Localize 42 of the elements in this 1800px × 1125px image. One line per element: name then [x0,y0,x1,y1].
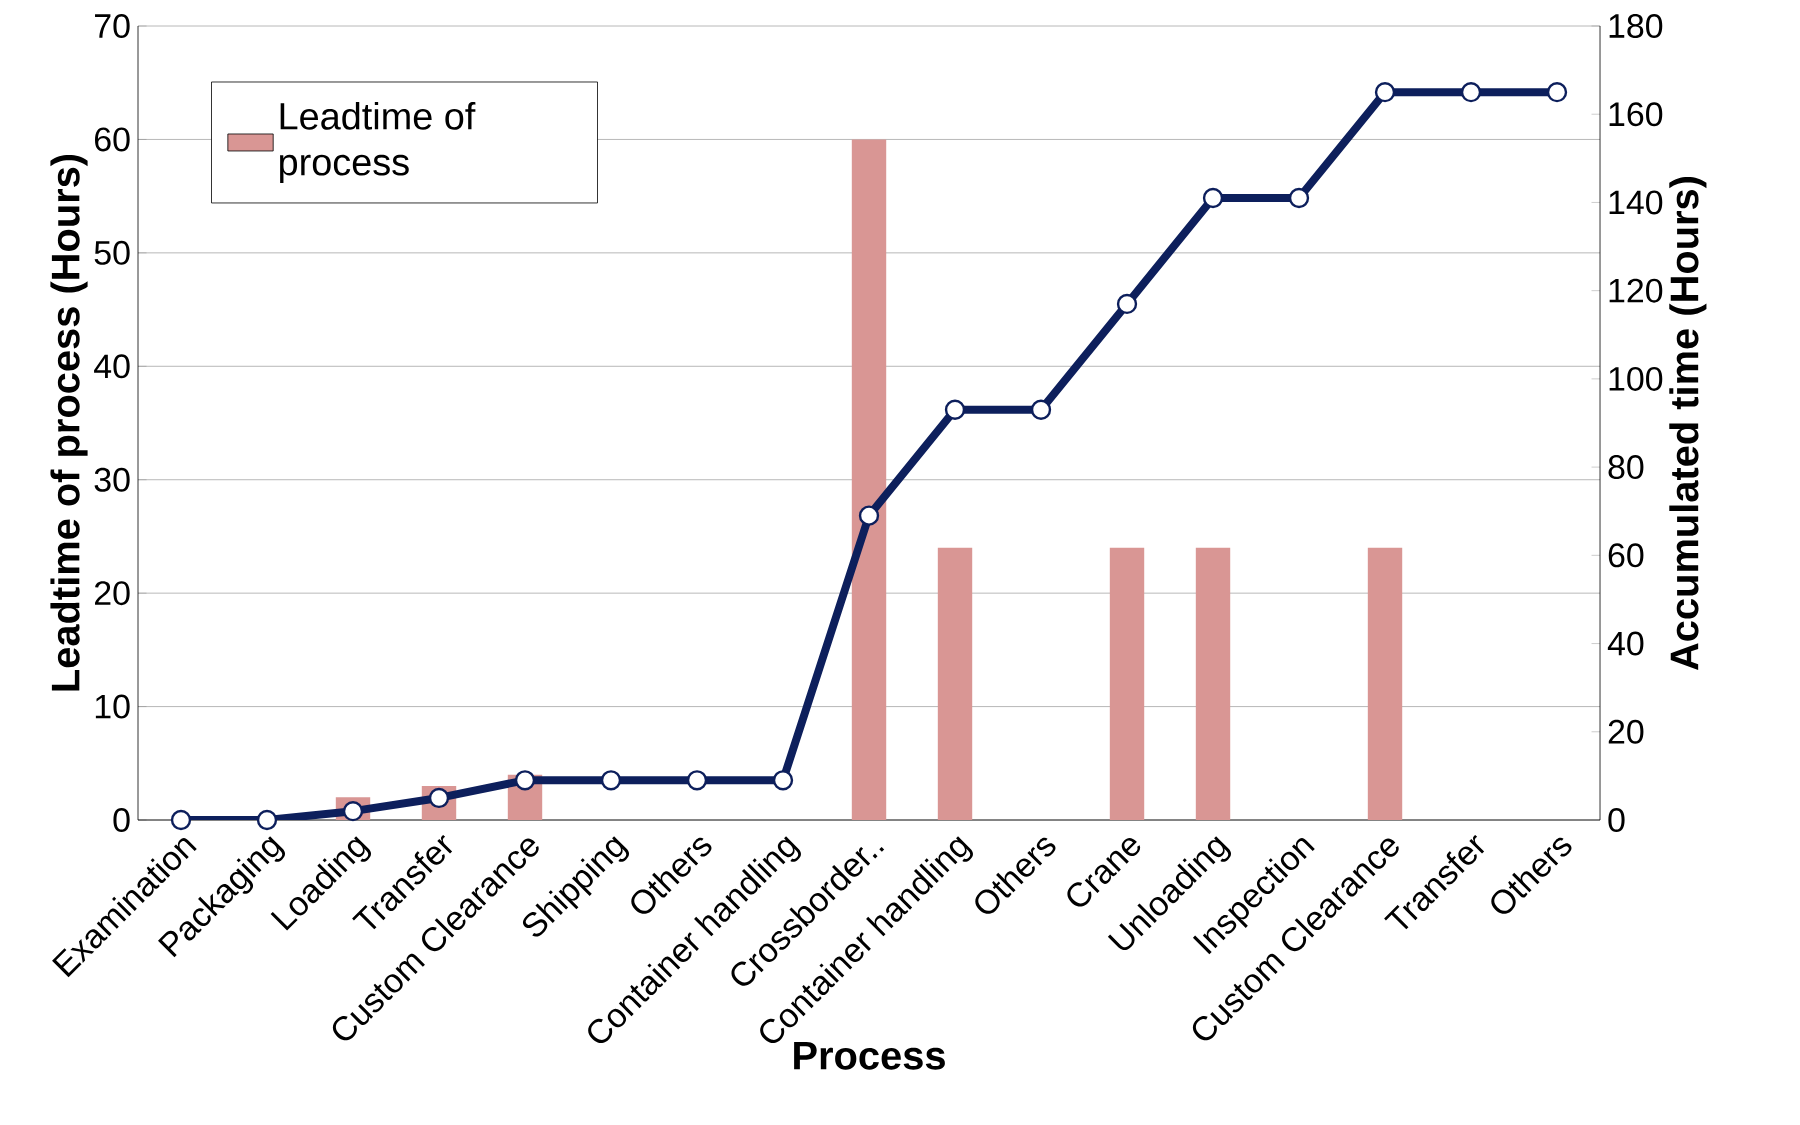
point [1546,82,1568,103]
bar [1109,547,1145,821]
y-tick-label: 20 [95,581,130,606]
point [1288,187,1310,209]
y2-tick-label: 40 [1607,631,1644,656]
point [170,809,192,831]
legend-label: Leadtime of process [280,101,476,184]
y-tick-label: 50 [94,240,130,265]
y-tick-label: 40 [94,354,130,379]
point [514,770,536,791]
y2-tick-label: 120 [1609,278,1663,303]
y2-tick-label: 160 [1609,102,1663,127]
point [1116,293,1138,315]
point [256,809,278,831]
y-tick-label: 10 [95,694,130,719]
y-tick-label: 30 [94,467,130,492]
bar [851,139,887,821]
y2-tick-label: 100 [1609,366,1663,391]
bar [937,547,973,821]
point [1374,82,1396,103]
bar [1367,547,1403,821]
y2-tick-label: 60 [1608,543,1644,568]
point [1460,82,1482,103]
x-axis-title: Process [794,1041,945,1070]
point [1030,399,1052,420]
point [1202,187,1224,209]
y2-tick-label: 180 [1609,14,1663,38]
y2-tick-label: 0 [1608,808,1625,832]
point [772,770,794,791]
point [858,505,880,526]
y2-tick-label: 140 [1609,190,1663,215]
y2-tick-label: 80 [1608,455,1644,480]
y2-axis-title: Accumulated time (Hours) [1669,177,1707,670]
point [686,770,708,791]
bar [1195,547,1231,821]
point [600,770,622,791]
y2-tick-label: 20 [1608,719,1644,744]
y-axis-title: Leadtime of process (Hours) [50,154,88,691]
y-tick-label: 0 [113,808,130,833]
y-tick-label: 60 [95,127,130,152]
point [944,399,966,420]
y-tick-label: 70 [95,14,130,39]
